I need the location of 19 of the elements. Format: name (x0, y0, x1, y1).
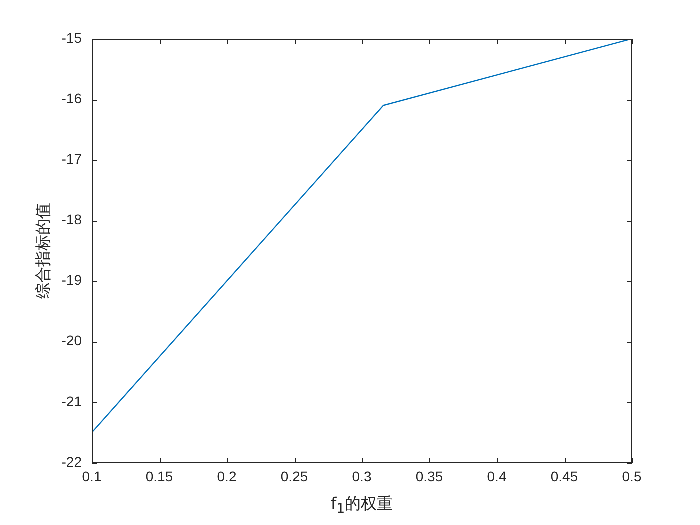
y-tick-label: -21 (62, 393, 82, 410)
x-axis-title: f$_{1}$的权重 (330, 494, 394, 518)
x-tick-label: 0.3 (352, 468, 372, 484)
x-tick-label: 0.5 (622, 468, 642, 484)
y-tick-label: -18 (62, 212, 82, 228)
y-axis-title: 综合指标的值 (34, 203, 54, 299)
x-tick-label: 0.15 (146, 468, 174, 484)
y-tick-label: -19 (62, 272, 82, 288)
y-tick-label: -15 (62, 30, 82, 46)
y-tick-label: -20 (62, 332, 82, 349)
y-tick-label: -16 (62, 90, 82, 106)
x-tick-label: 0.45 (550, 468, 578, 484)
x-tick-label: 0.35 (416, 468, 444, 484)
x-tick-label: 0.25 (280, 468, 308, 484)
x-tick-label: 0.1 (82, 468, 102, 484)
x-tick-label: 0.4 (487, 468, 507, 484)
y-tick-label: -17 (62, 151, 82, 167)
y-tick-label: -22 (62, 454, 82, 470)
x-tick-label: 0.2 (217, 468, 237, 484)
